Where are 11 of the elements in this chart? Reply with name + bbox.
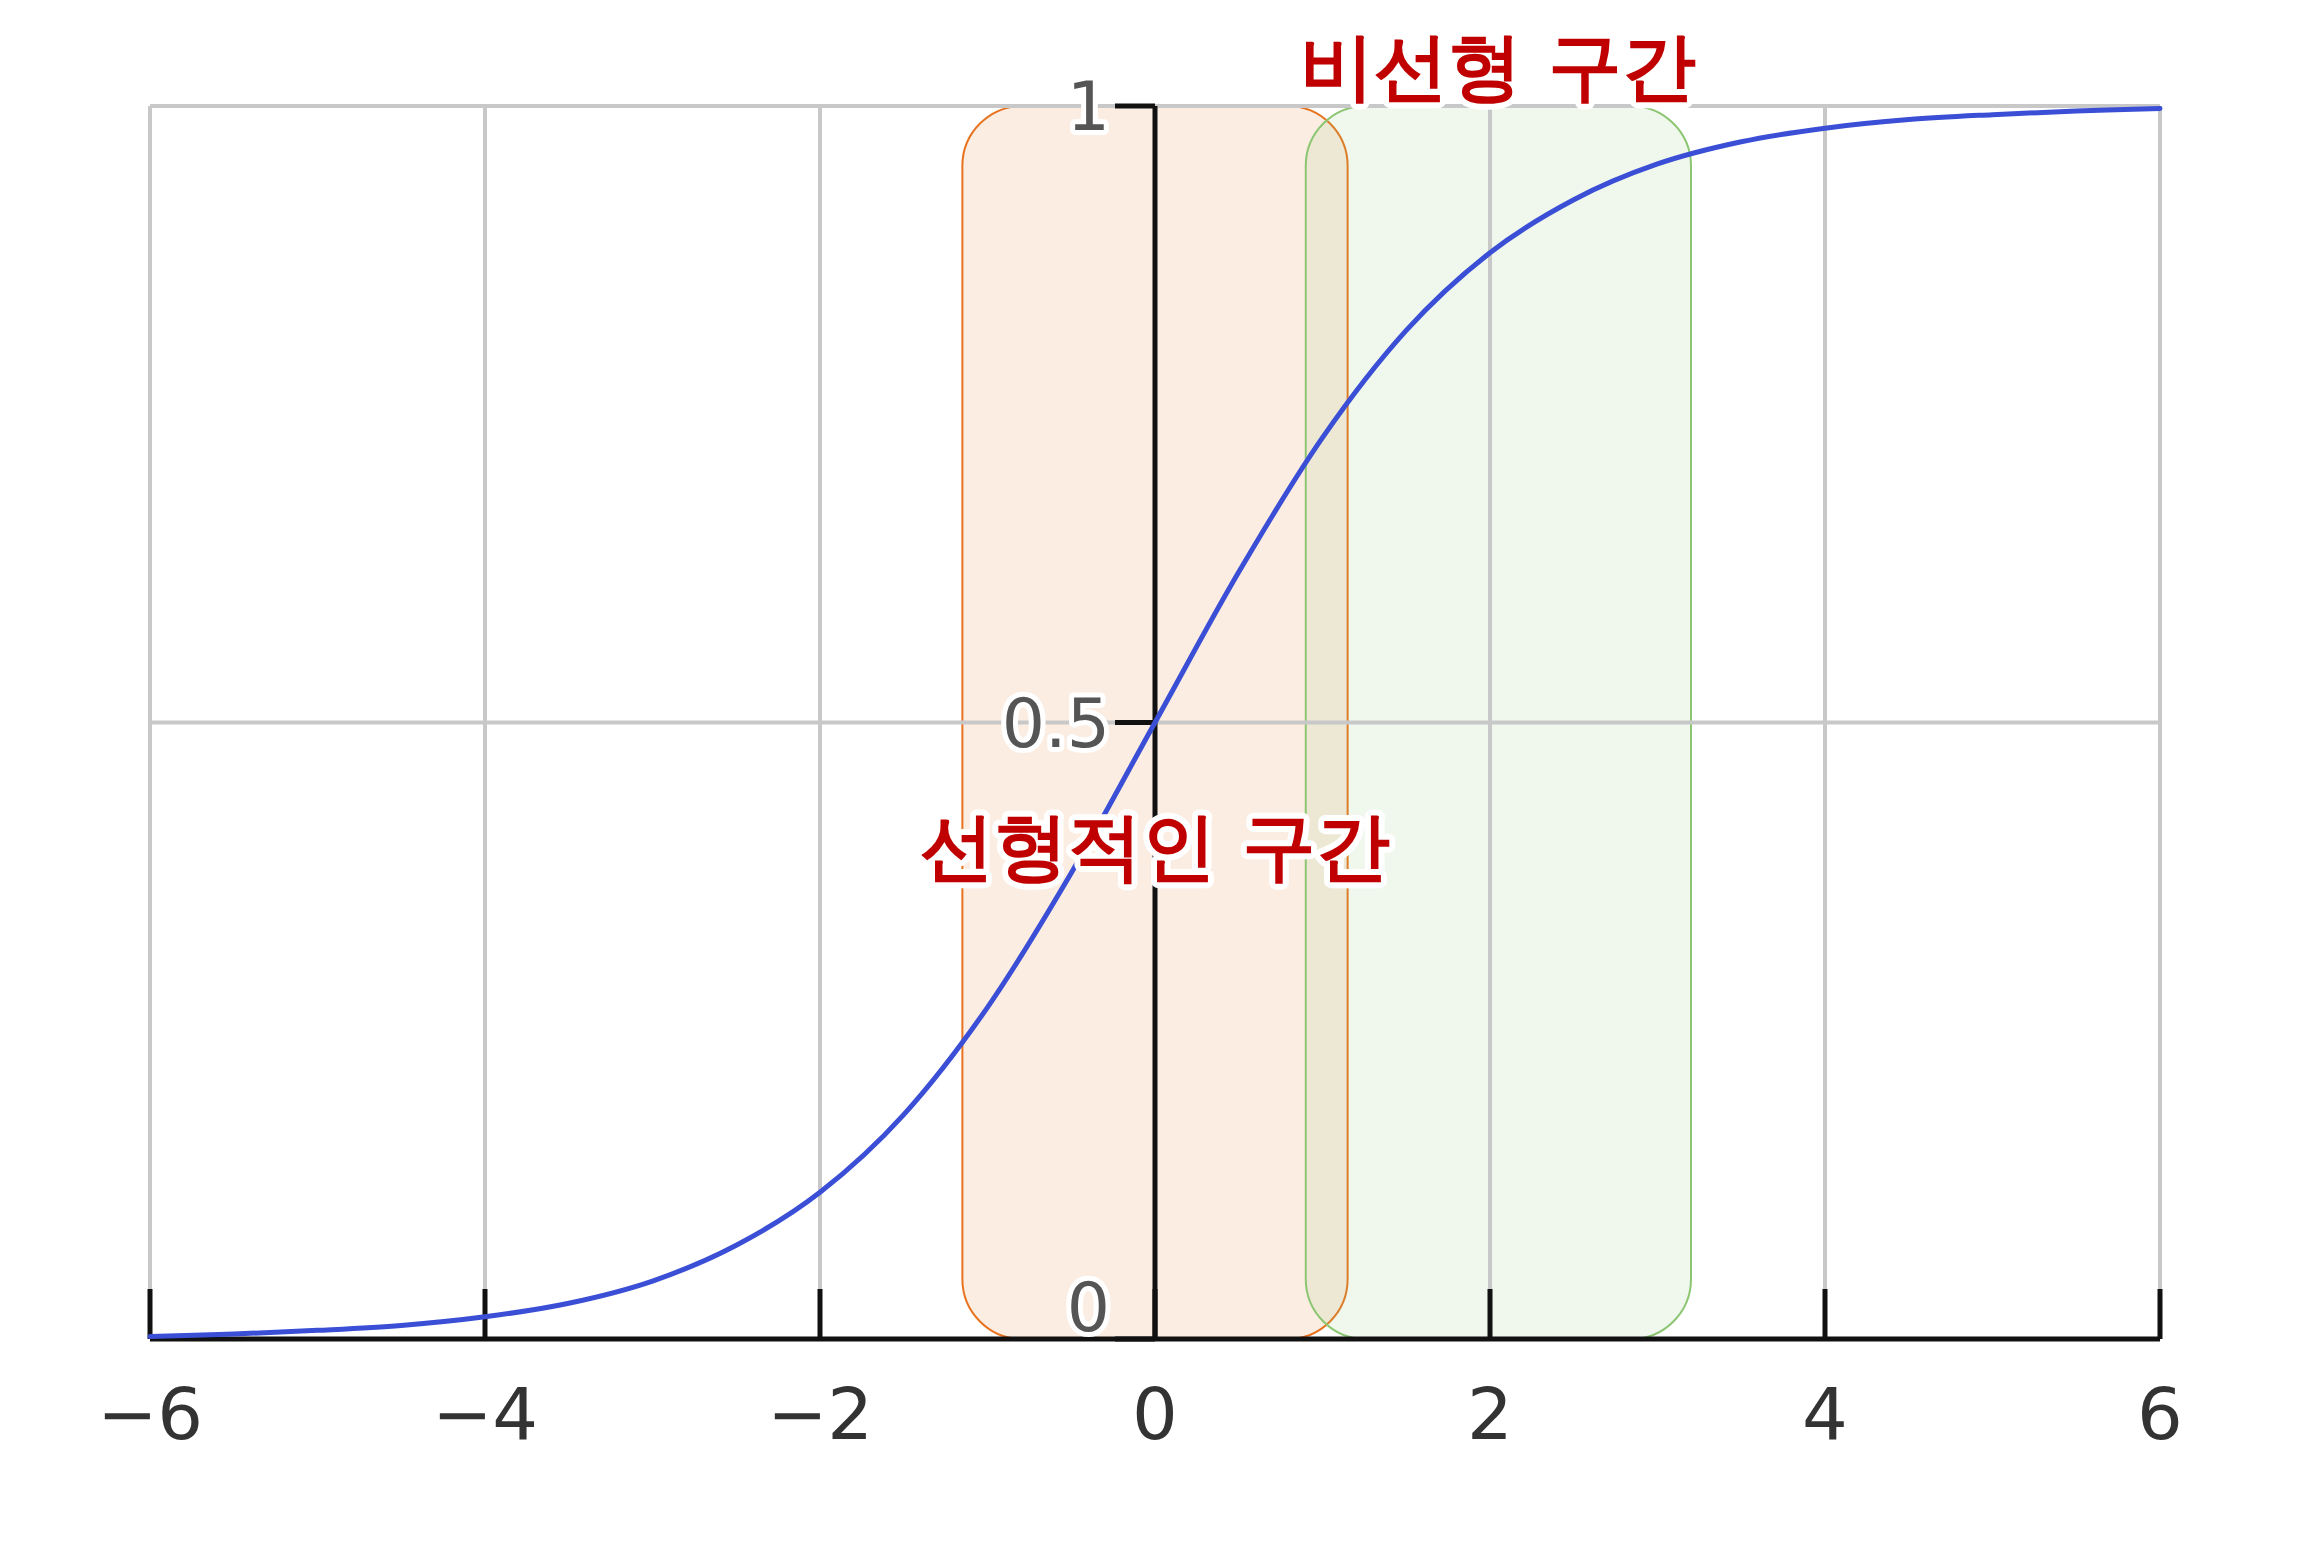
- band-label: 비선형 구간: [1300, 23, 1697, 109]
- x-tick-label: 4: [1802, 1372, 1848, 1456]
- y-tick-label: 1: [1066, 67, 1110, 146]
- x-tick-label: −4: [431, 1372, 539, 1456]
- x-tick-label: −6: [96, 1372, 204, 1456]
- y-tick-label: 0: [1066, 1268, 1110, 1347]
- x-tick-label: 6: [2137, 1372, 2183, 1456]
- x-tick-label: 0: [1132, 1372, 1178, 1456]
- x-tick-label: −2: [766, 1372, 874, 1456]
- x-tick-label: 2: [1467, 1372, 1513, 1456]
- y-tick-label: 0.5: [1001, 683, 1110, 763]
